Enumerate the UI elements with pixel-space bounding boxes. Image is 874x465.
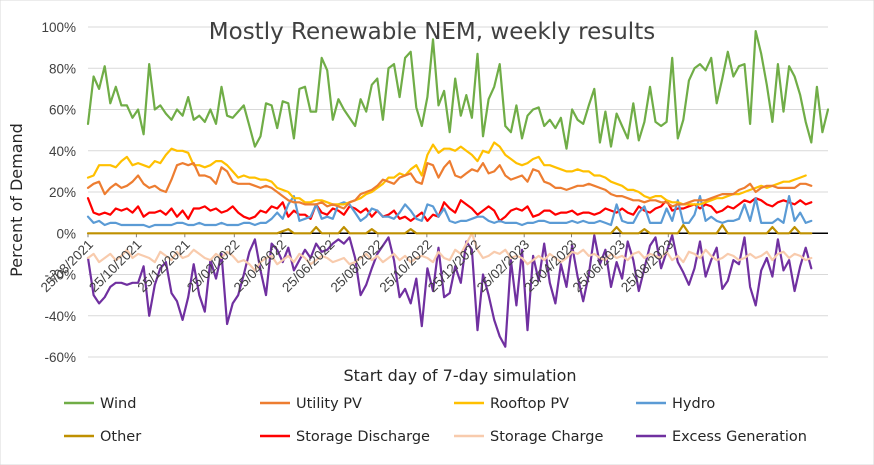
legend-label: Hydro — [672, 396, 715, 412]
legend-label: Other — [100, 429, 141, 445]
series-line-excess-generation — [86, 234, 813, 348]
series-line-storage-charge — [86, 232, 813, 272]
y-tick-label: -20% — [44, 268, 76, 283]
y-tick-label: 0% — [56, 226, 76, 241]
legend-label: Wind — [100, 396, 136, 412]
y-tick-label: 60% — [49, 103, 76, 118]
y-axis-title: Percent of Demand — [7, 123, 26, 277]
y-tick-label: 80% — [49, 61, 76, 76]
legend-label: Storage Charge — [490, 429, 603, 445]
legend-label: Utility PV — [296, 396, 362, 412]
y-tick-label: 20% — [49, 185, 76, 200]
series-line-storage-discharge — [86, 197, 813, 222]
series-line-wind — [86, 30, 830, 150]
y-tick-label: 40% — [49, 144, 76, 159]
legend-label: Rooftop PV — [490, 396, 569, 412]
series-line-utility-pv — [86, 160, 813, 210]
legend: Wind Utility PV Rooftop PV Hydro Other Storag… — [64, 396, 807, 445]
y-tick-label: -60% — [44, 350, 76, 365]
series-lines — [86, 30, 830, 348]
series-line-other — [86, 223, 813, 235]
y-axis-tick-labels: 100% 80% 60% 40% 20% 0% -20% -40% -60% — [41, 20, 76, 365]
x-axis-title: Start day of 7-day simulation — [343, 366, 576, 385]
chart-title: Mostly Renewable NEM, weekly results — [209, 19, 655, 45]
y-tick-label: -40% — [44, 309, 76, 324]
legend-label: Storage Discharge — [296, 429, 430, 445]
series-line-hydro — [86, 195, 813, 229]
legend-label: Excess Generation — [672, 429, 807, 445]
y-tick-label: 100% — [41, 20, 76, 35]
